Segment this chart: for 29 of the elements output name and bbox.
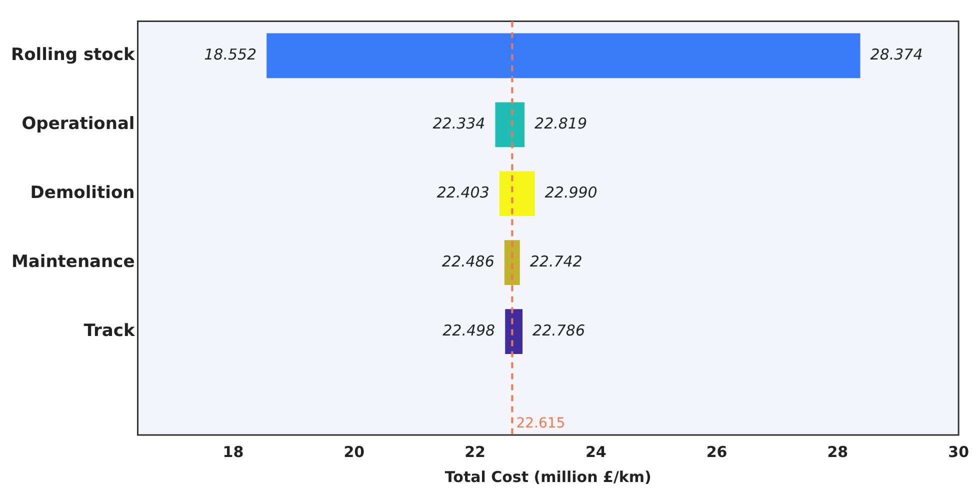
annotation: 22.819 bbox=[534, 114, 588, 133]
ref-line-label: 22.615 bbox=[516, 416, 566, 432]
x-tick-label: 28 bbox=[827, 442, 848, 461]
annotation: 22.334 bbox=[432, 114, 486, 133]
x-tick-label: 22 bbox=[464, 442, 486, 461]
x-tick-label: 20 bbox=[344, 442, 365, 461]
bar bbox=[499, 171, 535, 216]
y-tick-label: Demolition bbox=[30, 183, 135, 204]
annotation: 18.552 bbox=[204, 46, 257, 64]
y-tick-label: Maintenance bbox=[11, 252, 135, 272]
annotation: 22.990 bbox=[544, 184, 598, 202]
y-tick-label: Rolling stock bbox=[11, 45, 136, 66]
bar bbox=[266, 33, 860, 78]
x-tick-label: 26 bbox=[706, 442, 728, 461]
annotation: 22.486 bbox=[442, 252, 494, 270]
bar bbox=[505, 309, 523, 354]
x-tick-label: 24 bbox=[585, 442, 606, 461]
annotation: 22.786 bbox=[532, 321, 586, 340]
y-tick-label: Track bbox=[84, 320, 136, 341]
annotation: 28.374 bbox=[870, 46, 923, 64]
y-tick-label: Operational bbox=[22, 114, 135, 134]
x-axis-title: Total Cost (million £/km) bbox=[444, 468, 652, 486]
annotation: 22.403 bbox=[436, 184, 490, 202]
x-tick-label: 18 bbox=[222, 442, 244, 461]
bar bbox=[504, 240, 520, 285]
annotation: 22.498 bbox=[442, 321, 496, 340]
bar bbox=[495, 102, 525, 148]
x-tick-label: 30 bbox=[948, 442, 969, 461]
annotation: 22.742 bbox=[530, 252, 582, 270]
